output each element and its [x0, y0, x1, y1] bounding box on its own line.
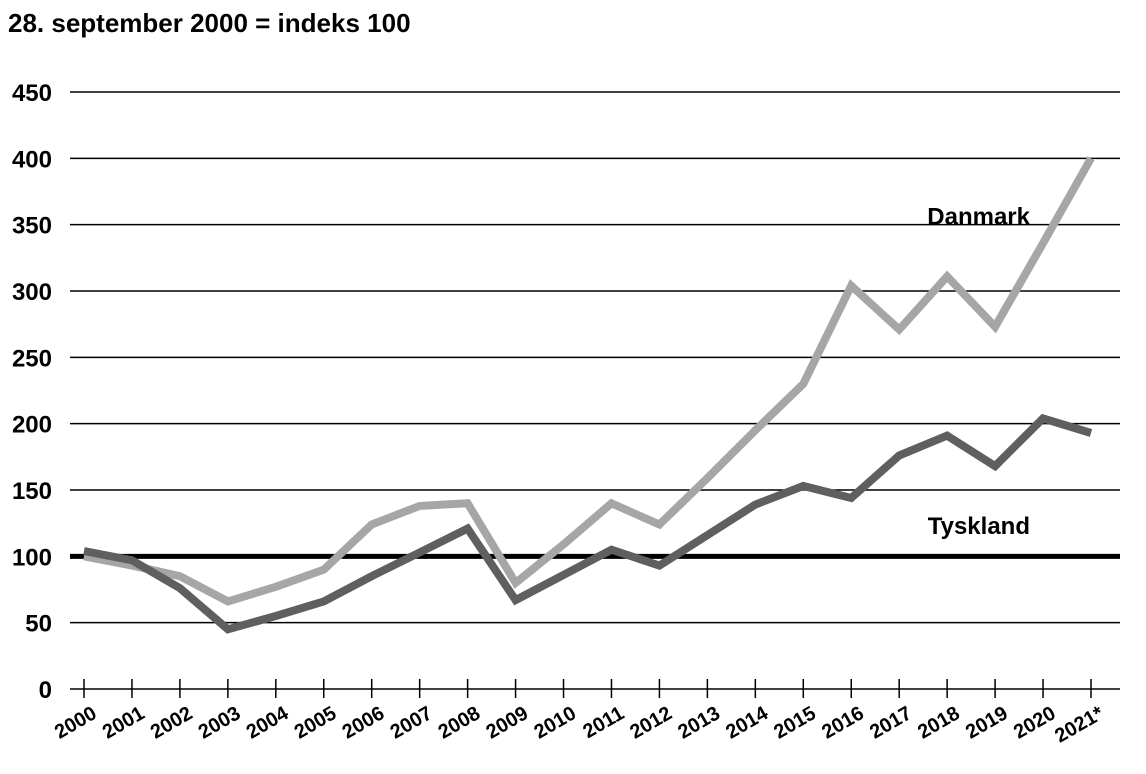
y-tick-label: 50 — [25, 611, 52, 638]
x-tick-label: 2009 — [483, 702, 533, 743]
x-tick-label: 2021* — [1051, 702, 1107, 747]
x-tick-label: 2002 — [147, 702, 197, 743]
x-tick-label: 2017 — [866, 702, 916, 743]
x-tick-label: 2001 — [99, 702, 149, 743]
series-line-danmark — [83, 156, 1095, 606]
y-tick-label: 250 — [12, 345, 52, 372]
y-tick-label: 350 — [12, 213, 52, 240]
gridlines — [70, 91, 1120, 690]
series-line-tyskland — [83, 413, 1093, 634]
x-tick-label: 2018 — [914, 702, 964, 743]
y-tick-label: 450 — [12, 80, 52, 107]
y-axis-labels: 0 50 100 150 200 250 300 350 400 450 — [12, 80, 52, 704]
y-tick-label: 400 — [12, 146, 52, 173]
x-tick-label: 2010 — [530, 702, 580, 743]
x-tick-label: 2019 — [962, 702, 1012, 743]
series-labels: Danmark Tyskland — [927, 204, 1030, 540]
x-tick-label: 2005 — [291, 702, 341, 743]
y-tick-label: 200 — [12, 412, 52, 439]
x-tick-label: 2016 — [818, 702, 868, 743]
x-tick-label: 2014 — [722, 702, 772, 744]
series-lines — [83, 156, 1095, 634]
x-tick-label: 2007 — [387, 702, 437, 743]
x-tick-label: 2004 — [243, 702, 293, 744]
x-tick-label: 2000 — [51, 702, 101, 743]
x-tick-label: 2006 — [339, 702, 389, 743]
series-label-tyskland: Tyskland — [928, 513, 1030, 540]
series-label-danmark: Danmark — [927, 204, 1030, 231]
x-tick-label: 2015 — [770, 702, 820, 743]
chart-title: 28. september 2000 = indeks 100 — [8, 8, 411, 38]
x-tick-label: 2020 — [1010, 702, 1060, 743]
y-tick-label: 100 — [12, 544, 52, 571]
x-tick-label: 2011 — [579, 702, 628, 743]
y-tick-label: 0 — [39, 677, 52, 704]
x-tick-label: 2003 — [195, 702, 245, 743]
x-tick-label: 2013 — [674, 702, 724, 743]
y-tick-label: 300 — [12, 279, 52, 306]
x-tick-label: 2012 — [626, 702, 676, 743]
x-tick-label: 2008 — [435, 702, 485, 743]
y-tick-label: 150 — [12, 478, 52, 505]
